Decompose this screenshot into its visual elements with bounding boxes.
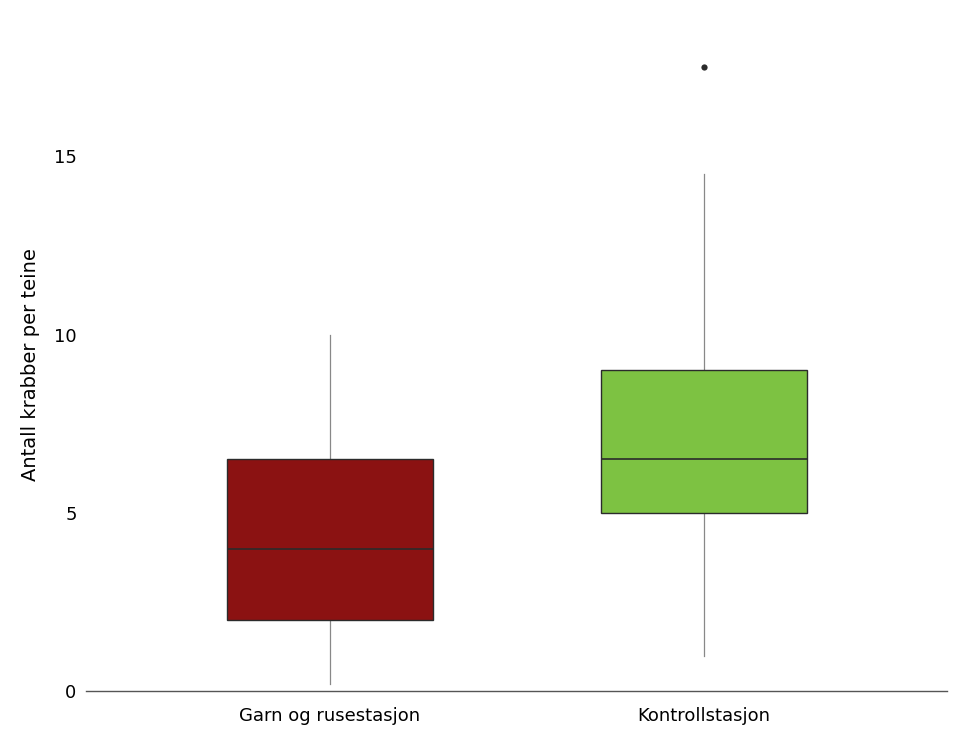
Bar [227, 459, 433, 620]
Y-axis label: Antall krabber per teine: Antall krabber per teine [21, 249, 40, 482]
Bar [601, 370, 806, 513]
